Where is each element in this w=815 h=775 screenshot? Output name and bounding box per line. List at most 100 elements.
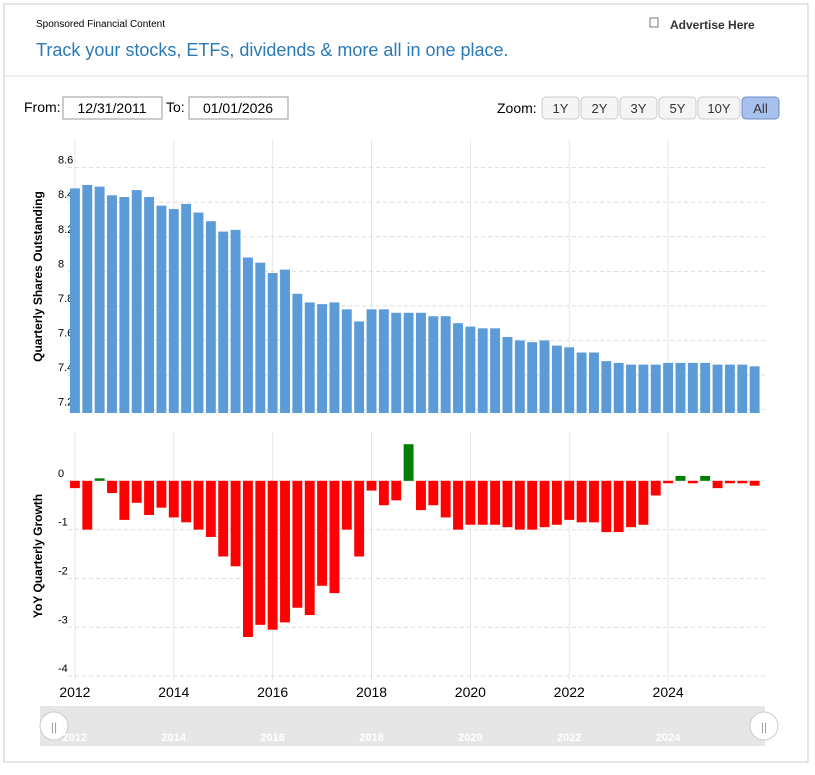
handle-grip: ||: [51, 720, 57, 734]
bar: [242, 480, 253, 638]
bar: [663, 480, 674, 484]
bar: [465, 480, 476, 525]
x-tick-label: 2020: [455, 684, 486, 700]
zoom-button[interactable]: [619, 96, 658, 120]
zoom-button-label[interactable]: 10Y: [707, 101, 730, 116]
bar: [601, 361, 612, 413]
bar: [168, 209, 179, 413]
bar: [465, 326, 476, 413]
bar: [663, 362, 674, 413]
bar: [329, 302, 340, 413]
bar: [341, 480, 352, 530]
from-date[interactable]: 12/31/2011: [77, 100, 146, 116]
bar: [255, 262, 266, 413]
bar: [737, 364, 748, 413]
x-tick-label: 2024: [653, 684, 684, 700]
bar: [490, 480, 501, 525]
y-axis-title: YoY Quarterly Growth: [31, 494, 45, 618]
handle-grip: ||: [761, 720, 767, 734]
bar: [144, 480, 155, 515]
zoom-button[interactable]: [541, 96, 580, 120]
bar: [107, 195, 117, 413]
zoom-button-label[interactable]: All: [753, 101, 768, 116]
bar: [626, 480, 636, 528]
bar: [626, 364, 636, 413]
bar: [638, 480, 649, 525]
y-tick-label: 7.2: [58, 397, 73, 409]
bar: [416, 480, 426, 511]
navigator-label: 2022: [557, 732, 581, 744]
bar: [366, 480, 377, 491]
bar: [675, 475, 686, 481]
from-input[interactable]: [62, 96, 163, 120]
to-date[interactable]: 01/01/2026: [203, 100, 273, 116]
bar: [292, 480, 303, 608]
bar: [218, 231, 229, 413]
bar: [440, 316, 451, 413]
bar: [712, 364, 723, 413]
bar: [304, 302, 315, 413]
x-tick-label: 2012: [59, 684, 90, 700]
navigator-label: 2024: [656, 732, 681, 744]
zoom-button-label[interactable]: 1Y: [553, 101, 569, 116]
tagline[interactable]: Track your stocks, ETFs, dividends & mor…: [36, 40, 509, 60]
nav-handle-left[interactable]: [39, 711, 69, 741]
bar: [119, 197, 130, 413]
bar: [156, 205, 167, 413]
advertise-link[interactable]: Advertise Here: [670, 18, 755, 32]
y-tick-label: 7.4: [58, 362, 73, 374]
navigator[interactable]: [40, 706, 765, 746]
bar: [107, 480, 117, 494]
zoom-button-label[interactable]: 2Y: [592, 101, 608, 116]
y-tick-label: -1: [58, 517, 68, 529]
bar: [391, 312, 402, 413]
bar: [329, 480, 340, 594]
nav-handle-right[interactable]: [749, 711, 779, 741]
bar: [267, 273, 278, 413]
y-tick-label: 8.6: [58, 155, 73, 167]
bar: [156, 480, 167, 508]
bar: [490, 328, 501, 413]
to-label: To:: [166, 99, 185, 115]
zoom-button[interactable]: [697, 96, 741, 120]
bar: [403, 312, 414, 413]
bar: [119, 480, 130, 520]
zoom-button[interactable]: [658, 96, 697, 120]
from-label: From:: [24, 99, 61, 115]
bar: [514, 480, 525, 530]
to-input[interactable]: [188, 96, 289, 120]
bar: [416, 312, 426, 413]
bar: [366, 309, 377, 413]
bar: [181, 480, 192, 523]
sponsored: Sponsored Financial Content: [36, 19, 165, 30]
bar: [453, 480, 463, 530]
zoom-button[interactable]: [741, 96, 780, 120]
bar: [242, 257, 253, 413]
bar: [527, 342, 538, 413]
zoom-button[interactable]: [580, 96, 619, 120]
x-tick-label: 2022: [554, 684, 585, 700]
bar: [280, 269, 290, 413]
bar: [502, 336, 513, 413]
bar: [267, 480, 278, 630]
bar: [564, 480, 575, 520]
bar: [453, 323, 463, 413]
bar: [391, 480, 402, 501]
bar: [589, 352, 599, 413]
x-tick-label: 2018: [356, 684, 387, 700]
bar: [317, 304, 328, 413]
bar: [193, 480, 204, 530]
ad-icon: [649, 17, 659, 28]
bar: [539, 480, 550, 528]
zoom-button-label[interactable]: 3Y: [631, 101, 647, 116]
bar: [551, 345, 562, 413]
bar: [650, 364, 661, 413]
bar: [589, 480, 599, 523]
bar: [230, 480, 241, 567]
x-tick-label: 2016: [257, 684, 288, 700]
bar: [193, 212, 204, 413]
zoom-button-label[interactable]: 5Y: [670, 101, 686, 116]
bar: [527, 480, 538, 530]
